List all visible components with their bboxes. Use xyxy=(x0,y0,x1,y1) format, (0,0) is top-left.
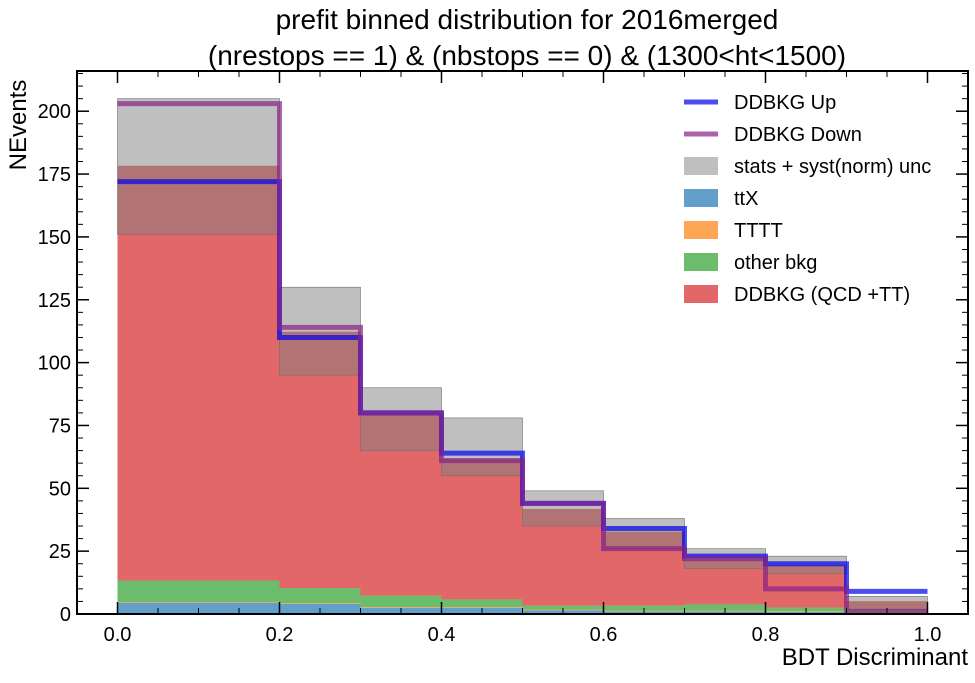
chart-title: prefit binned distribution for 2016merge… xyxy=(276,4,779,35)
uncertainty-band-bin xyxy=(279,286,361,376)
x-axis-label: BDT Discriminant xyxy=(782,644,969,671)
legend-label-other-bkg: other bkg xyxy=(734,252,817,274)
plot-area xyxy=(117,98,928,614)
bar-other-bkg xyxy=(522,605,604,610)
bar-tttt xyxy=(360,606,442,608)
bar-other-bkg xyxy=(279,588,361,604)
x-tick-label: 0.2 xyxy=(266,624,294,646)
uncertainty-band-bin xyxy=(117,98,280,235)
bar-other-bkg xyxy=(684,604,766,611)
y-tick-label: 25 xyxy=(49,541,71,563)
y-axis-label: NEvents xyxy=(5,80,32,171)
uncertainty-band-bin xyxy=(360,387,442,451)
uncertainty-band-bin xyxy=(846,596,928,610)
y-tick-label: 150 xyxy=(38,227,71,249)
bar-other-bkg xyxy=(360,595,442,607)
legend: DDBKG Up DDBKG Down stats + syst(norm) unc… xyxy=(684,92,931,306)
y-tick-label: 100 xyxy=(38,353,71,375)
legend-label-tttt: TTTT xyxy=(734,220,783,242)
x-tick-label: 0.0 xyxy=(104,624,132,646)
x-tick-label: 0.8 xyxy=(752,624,780,646)
legend-label-ddbkg-down: DDBKG Down xyxy=(734,124,862,146)
legend-label-stats-syst-norm-unc: stats + syst(norm) unc xyxy=(734,156,931,178)
y-tick-label: 75 xyxy=(49,415,71,437)
uncertainty-band-bin xyxy=(603,518,685,549)
bar-ddbkg-qcd-tt xyxy=(441,458,523,600)
legend-label-ddbkg-up: DDBKG Up xyxy=(734,92,836,114)
bar-tttt xyxy=(117,601,280,603)
y-tick-label: 0 xyxy=(60,604,71,626)
bar-other-bkg xyxy=(117,580,280,602)
chart-subtitle: (nrestops == 1) & (nbstops == 0) & (1300… xyxy=(208,40,846,71)
legend-swatch-stats-syst-norm-unc xyxy=(684,157,718,175)
legend-swatch-other-bkg xyxy=(684,253,718,271)
y-tick-label: 175 xyxy=(38,164,71,186)
bar-other-bkg xyxy=(441,599,523,607)
y-tick-label: 125 xyxy=(38,290,71,312)
uncertainty-band-bin xyxy=(441,417,523,477)
legend-swatch-ttx xyxy=(684,189,718,207)
x-tick-label: 0.6 xyxy=(590,624,618,646)
legend-swatch-ddbkg-qcd-tt xyxy=(684,285,718,303)
legend-label-ddbkg-qcd-tt: DDBKG (QCD +TT) xyxy=(734,284,910,306)
step-line-ddbkg-down xyxy=(117,101,928,614)
uncertainty-band-bin xyxy=(522,490,604,527)
bar-tttt xyxy=(279,603,361,604)
y-tick-label: 50 xyxy=(49,478,71,500)
x-tick-label: 0.4 xyxy=(428,624,456,646)
y-tick-label: 200 xyxy=(38,101,71,123)
bar-ddbkg-qcd-tt xyxy=(117,165,280,581)
axes: 0 25 50 75 100 125 150 175 200 0.0 0.2 0.4 0.6 0.8 1.0 xyxy=(38,70,969,646)
legend-label-ttx: ttX xyxy=(734,188,758,210)
legend-swatch-tttt xyxy=(684,221,718,239)
bar-tttt xyxy=(441,606,523,608)
x-tick-label: 1.0 xyxy=(914,624,942,646)
